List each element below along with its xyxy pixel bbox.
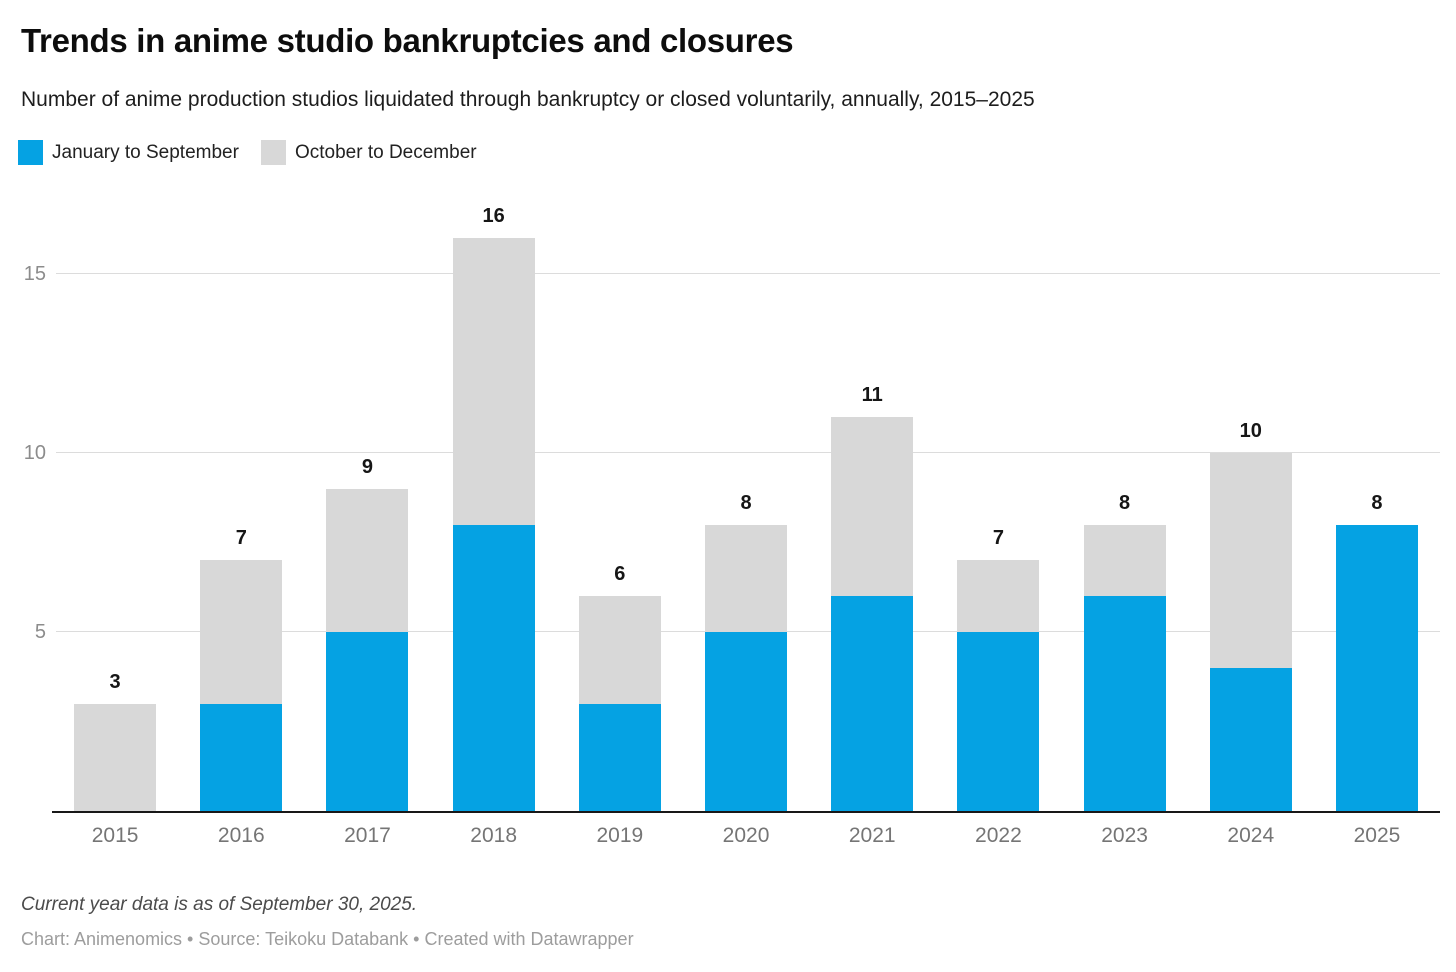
total-label-2015: 3 — [109, 670, 121, 693]
x-axis-label-2020: 2020 — [722, 824, 770, 847]
bar-segment-2020-jan-sep[interactable] — [705, 632, 788, 811]
bar-group-2024: 10 2024 — [1188, 201, 1314, 847]
bar-stack-2022 — [957, 560, 1040, 811]
bar-group-2016: 7 2016 — [178, 201, 304, 847]
bar-segment-2015-oct-dec[interactable] — [74, 703, 157, 811]
bar-group-2025: 8 2025 — [1314, 201, 1440, 847]
total-label-2017: 9 — [361, 455, 374, 478]
bar-segment-2025-jan-sep[interactable] — [1335, 524, 1418, 811]
y-axis-tick-10: 10 — [23, 442, 46, 465]
gridline-10 — [56, 452, 1440, 454]
bar-group-2023: 8 2023 — [1062, 201, 1188, 847]
x-axis-label-2015: 2015 — [91, 824, 139, 847]
x-axis-label-2021: 2021 — [848, 824, 896, 847]
gridline-15 — [56, 273, 1440, 275]
columns: 3 2015 7 2016 9 2017 16 2018 6 2019 8 2020 11 2021 7 20… — [52, 201, 1440, 847]
legend-label-jan-sep: January to September — [52, 141, 239, 163]
bar-segment-2022-jan-sep[interactable] — [957, 632, 1040, 811]
legend-item-oct-dec: October to December — [260, 140, 477, 165]
total-label-2020: 8 — [740, 491, 752, 514]
bar-segment-2019-oct-dec[interactable] — [578, 596, 661, 704]
bar-stack-2020 — [705, 524, 788, 811]
bar-group-2021: 11 2021 — [809, 201, 935, 847]
total-label-2021: 11 — [861, 384, 883, 407]
x-axis-label-2018: 2018 — [470, 824, 518, 847]
legend-item-jan-sep: January to September — [18, 140, 239, 165]
bar-segment-2018-jan-sep[interactable] — [452, 524, 535, 811]
total-label-2025: 8 — [1371, 491, 1383, 514]
bar-group-2022: 7 2022 — [935, 201, 1061, 847]
bar-stack-2019 — [578, 596, 661, 811]
x-axis-label-2022: 2022 — [975, 824, 1022, 847]
legend-label-oct-dec: October to December — [294, 141, 477, 163]
x-axis-label-2016: 2016 — [217, 824, 265, 847]
bar-segment-2018-oct-dec[interactable] — [452, 238, 535, 525]
bar-stack-2015 — [74, 703, 157, 811]
total-label-2018: 16 — [482, 205, 505, 228]
y-axis-tick-5: 5 — [34, 621, 46, 644]
bar-segment-2017-oct-dec[interactable] — [326, 488, 409, 633]
legend-swatch-jan-sep-icon — [18, 140, 43, 165]
legend-swatch-oct-dec-icon — [260, 140, 286, 165]
bar-segment-2021-jan-sep[interactable] — [831, 596, 914, 811]
bar-segment-2023-jan-sep[interactable] — [1083, 596, 1166, 811]
bar-stack-2017 — [326, 488, 409, 811]
bar-segment-2019-jan-sep[interactable] — [578, 703, 661, 811]
x-axis-label-2023: 2023 — [1101, 824, 1148, 847]
total-label-2022: 7 — [992, 527, 1004, 550]
total-label-2023: 8 — [1119, 491, 1131, 514]
x-axis-label-2024: 2024 — [1227, 824, 1275, 847]
chart-subtitle: Number of anime production studios liqui… — [21, 88, 1035, 111]
bar-segment-2022-oct-dec[interactable] — [957, 560, 1040, 633]
bar-segment-2016-oct-dec[interactable] — [200, 560, 283, 704]
bar-segment-2024-jan-sep[interactable] — [1209, 667, 1292, 811]
bar-segment-2016-jan-sep[interactable] — [200, 703, 283, 811]
bar-group-2015: 3 2015 — [52, 201, 178, 847]
bar-stack-2024 — [1209, 453, 1292, 811]
bar-stack-2018 — [452, 238, 535, 811]
bar-group-2019: 6 2019 — [557, 201, 683, 847]
y-axis-tick-15: 15 — [23, 263, 46, 286]
total-label-2019: 6 — [614, 563, 626, 586]
legend: January to September October to December — [18, 140, 477, 165]
bar-stack-2025 — [1335, 524, 1418, 811]
footnote: Current year data is as of September 30,… — [21, 894, 418, 915]
plot-area: 5 10 15 3 2015 7 2016 9 2017 16 2018 6 2019 8 2020 11 2… — [24, 201, 1440, 847]
bar-stack-2021 — [831, 417, 914, 811]
bar-group-2017: 9 2017 — [304, 201, 430, 847]
bar-stack-2023 — [1083, 524, 1166, 811]
x-axis-label-2019: 2019 — [596, 824, 644, 847]
bar-segment-2017-jan-sep[interactable] — [326, 632, 409, 811]
bar-group-2020: 8 2020 — [683, 201, 809, 847]
total-label-2016: 7 — [235, 527, 247, 550]
x-axis-label-2017: 2017 — [344, 824, 391, 847]
total-label-2024: 10 — [1239, 420, 1262, 443]
bar-stack-2016 — [200, 560, 283, 811]
bar-segment-2021-oct-dec[interactable] — [831, 417, 914, 597]
x-axis-label-2025: 2025 — [1353, 824, 1401, 847]
bar-segment-2020-oct-dec[interactable] — [705, 524, 788, 633]
attribution: Chart: Animenomics • Source: Teikoku Dat… — [21, 929, 634, 949]
bar-segment-2024-oct-dec[interactable] — [1209, 453, 1292, 668]
bar-group-2018: 16 2018 — [431, 201, 557, 847]
bar-segment-2023-oct-dec[interactable] — [1083, 524, 1166, 597]
chart-title: Trends in anime studio bankruptcies and … — [21, 22, 794, 59]
